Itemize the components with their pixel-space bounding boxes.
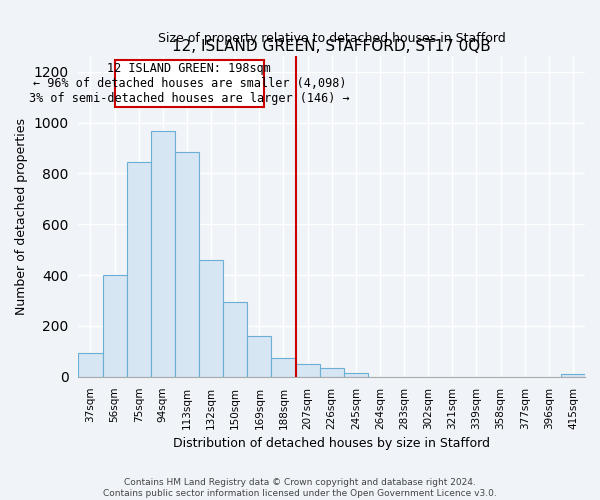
Bar: [175, 152, 199, 377]
Bar: [320, 368, 344, 377]
Text: Contains HM Land Registry data © Crown copyright and database right 2024.
Contai: Contains HM Land Registry data © Crown c…: [103, 478, 497, 498]
Bar: [199, 260, 223, 377]
Bar: [127, 162, 151, 377]
Bar: [344, 373, 368, 377]
Y-axis label: Number of detached properties: Number of detached properties: [15, 118, 28, 315]
Bar: [103, 275, 127, 377]
Bar: [271, 358, 296, 377]
Bar: [296, 364, 320, 377]
Bar: [247, 336, 271, 377]
Bar: [79, 352, 103, 377]
Text: 12 ISLAND GREEN: 198sqm
← 96% of detached houses are smaller (4,098)
3% of semi-: 12 ISLAND GREEN: 198sqm ← 96% of detache…: [29, 62, 350, 105]
FancyBboxPatch shape: [115, 60, 264, 108]
Bar: [561, 374, 585, 377]
Text: Size of property relative to detached houses in Stafford: Size of property relative to detached ho…: [158, 32, 506, 46]
X-axis label: Distribution of detached houses by size in Stafford: Distribution of detached houses by size …: [173, 437, 490, 450]
Title: 12, ISLAND GREEN, STAFFORD, ST17 0QB: 12, ISLAND GREEN, STAFFORD, ST17 0QB: [172, 39, 491, 54]
Bar: [151, 132, 175, 377]
Bar: [223, 302, 247, 377]
